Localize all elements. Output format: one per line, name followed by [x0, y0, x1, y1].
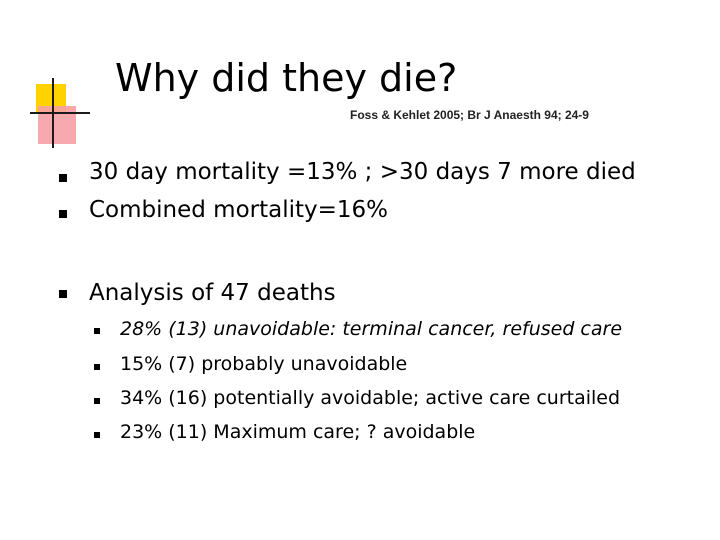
- sub-bullet-marker: [94, 364, 100, 370]
- bullet-item: Combined mortality=16%: [89, 197, 389, 223]
- citation: Foss & Kehlet 2005; Br J Anaesth 94; 24-…: [350, 108, 589, 122]
- sub-bullet-marker: [94, 328, 100, 334]
- sub-bullet-item: 28% (13) unavoidable: terminal cancer, r…: [120, 318, 623, 340]
- sub-bullet-marker: [94, 398, 100, 404]
- vertical-line-decoration: [52, 78, 54, 148]
- sub-bullet-item: 23% (11) Maximum care; ? avoidable: [120, 421, 476, 443]
- title-decoration: [30, 78, 90, 148]
- bullet-item: 30 day mortality =13% ; >30 days 7 more …: [89, 159, 636, 185]
- slide-title: Why did they die?: [115, 56, 458, 100]
- sub-bullet-item: 15% (7) probably unavoidable: [120, 353, 408, 375]
- bullet-marker: [59, 174, 67, 182]
- bullet-item: Analysis of 47 deaths: [89, 280, 336, 306]
- sub-bullet-marker: [94, 432, 100, 438]
- horizontal-line-decoration: [30, 112, 90, 114]
- bullet-marker: [59, 210, 67, 218]
- sub-bullet-item: 34% (16) potentially avoidable; active c…: [120, 387, 621, 409]
- bullet-marker: [59, 290, 67, 298]
